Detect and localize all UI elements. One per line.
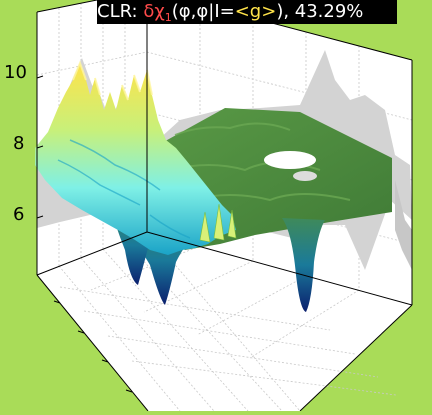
title-symbol: δχ xyxy=(143,1,165,22)
z-tick-marks xyxy=(36,75,44,219)
title-prefix: CLR: xyxy=(97,1,144,22)
z-tick-label-10: 10 xyxy=(4,62,27,83)
plateau-hole-2 xyxy=(293,171,317,181)
valley-1 xyxy=(282,218,325,312)
plateau-hole-1 xyxy=(264,151,316,169)
floor-plane xyxy=(37,232,412,411)
chart-title: CLR: δχ1(φ,φ|I=<g>), 43.29% xyxy=(97,0,397,24)
title-mid: (φ,φ|I= xyxy=(171,1,235,22)
surface-peaks xyxy=(35,63,236,255)
peak-shading xyxy=(57,139,191,239)
mid-spikes xyxy=(199,203,237,243)
title-highlight: <g> xyxy=(234,1,277,22)
peak-highlights xyxy=(72,60,153,101)
x-tick-marks xyxy=(53,300,133,393)
title-subscript: 1 xyxy=(164,11,172,24)
z-tick-label-6: 6 xyxy=(13,204,24,225)
title-suffix: ), 43.29% xyxy=(276,1,364,22)
z-tick-label-8: 8 xyxy=(13,133,24,154)
wall-shadow-right-edge xyxy=(395,180,412,270)
